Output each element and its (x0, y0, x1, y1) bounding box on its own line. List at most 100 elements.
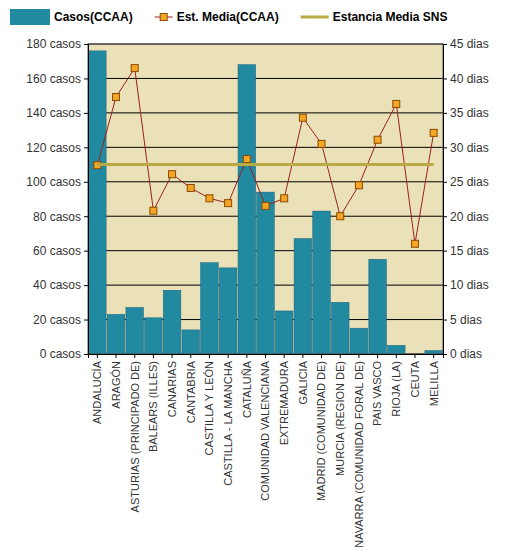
marker (355, 182, 362, 189)
marker (299, 114, 306, 121)
tick-mark (302, 354, 303, 358)
tick-label: 15 dias (450, 244, 489, 258)
line-series (94, 65, 437, 248)
grid-line (88, 181, 443, 182)
bar (331, 302, 349, 354)
tick: 15 dias (443, 244, 489, 258)
bar (425, 351, 443, 354)
marker (243, 156, 250, 163)
tick-label: CANARIAS (166, 361, 178, 417)
tick: 140 casos (26, 106, 88, 120)
tick: 180 casos (26, 37, 88, 51)
tick-label: 100 casos (26, 175, 81, 189)
tick-label: 35 dias (450, 106, 489, 120)
tick: 0 dias (443, 347, 482, 361)
tick: COMUNIDAD VALENCIANA (259, 354, 271, 501)
tick: GALICIA (297, 354, 309, 404)
tick: 10 dias (443, 278, 489, 292)
marker (131, 65, 138, 72)
tick-label: GALICIA (297, 360, 309, 404)
tick-label: PAIS VASCO (371, 361, 383, 426)
tick-label: BALEARS (ILLES) (147, 361, 159, 452)
tick-mark (377, 354, 378, 358)
bar (238, 65, 256, 354)
tick-mark (396, 354, 397, 358)
bar (219, 268, 237, 354)
tick-mark (443, 251, 447, 252)
tick: 35 dias (443, 106, 489, 120)
legend-label: Est. Media(CCAA) (177, 10, 279, 24)
tick: ARAGÓN (110, 354, 122, 409)
tick: NAVARRA (COMUNIDAD FORAL DE) (353, 354, 365, 548)
marker (187, 184, 194, 191)
tick: RIOJA (LA) (390, 354, 402, 417)
tick-label: ASTURIAS (PRINCIPADO DE) (129, 361, 141, 512)
tick-label: ARAGÓN (110, 361, 122, 409)
bar (201, 263, 219, 354)
tick-label: 160 casos (26, 72, 81, 86)
bar (369, 259, 387, 354)
tick-label: 5 dias (450, 313, 482, 327)
tick: 20 casos (33, 313, 88, 327)
tick: 0 casos (40, 347, 88, 361)
tick: EXTREMADURA (278, 354, 290, 445)
legend-swatch (160, 14, 167, 21)
tick: 60 casos (33, 244, 88, 258)
tick: 20 dias (443, 210, 489, 224)
marker (374, 136, 381, 143)
tick-mark (97, 354, 98, 358)
grid (88, 44, 443, 354)
tick-mark (443, 78, 447, 79)
tick: 80 casos (33, 210, 88, 224)
plot-background (88, 44, 443, 354)
tick: BALEARS (ILLES) (147, 354, 159, 452)
tick-mark (84, 354, 88, 355)
tick-label: 60 casos (33, 244, 81, 258)
axis-line (89, 355, 444, 359)
tick-mark (84, 285, 88, 286)
axis: 0 dias 5 dias 10 dias 15 dias 20 dias 25 dias… (443, 37, 489, 361)
tick: CASTILLA - LA MANCHA (222, 354, 234, 486)
tick-mark (84, 147, 88, 148)
line (97, 68, 433, 244)
tick-label: CATALUÑA (241, 360, 253, 418)
tick: PAIS VASCO (371, 354, 383, 426)
tick-mark (84, 78, 88, 79)
marker (113, 94, 120, 101)
bar (163, 290, 181, 354)
tick: CANTABRIA (185, 354, 197, 423)
tick-mark (84, 44, 88, 45)
tick-mark (414, 354, 415, 358)
tick-mark (246, 354, 247, 358)
tick-mark (443, 147, 447, 148)
tick-mark (358, 354, 359, 358)
tick-mark (116, 354, 117, 358)
bar (89, 51, 107, 354)
tick-label: 30 dias (450, 141, 489, 155)
tick-label: 140 casos (26, 106, 81, 120)
marks (89, 51, 443, 354)
tick: 30 dias (443, 141, 489, 155)
tick-label: 0 casos (40, 347, 81, 361)
tick: MELILLA (428, 354, 440, 406)
bar (107, 314, 125, 354)
marker (411, 240, 418, 247)
tick-label: NAVARRA (COMUNIDAD FORAL DE) (353, 361, 365, 548)
marker (393, 100, 400, 107)
marker (150, 207, 157, 214)
marker (262, 202, 269, 209)
marker (206, 195, 213, 202)
legend-item: Estancia Media SNS (301, 10, 448, 24)
legend-swatch (301, 16, 329, 19)
tick: 25 dias (443, 175, 489, 189)
plot-frame (88, 44, 443, 354)
grid-line (88, 147, 443, 148)
tick-mark (84, 113, 88, 114)
tick-label: 20 casos (33, 313, 81, 327)
tick-label: MURCIA (REGION DE) (334, 361, 346, 476)
bar (182, 330, 200, 354)
tick-label: 180 casos (26, 37, 81, 51)
tick-label: CASTILLA Y LEÓN (203, 361, 215, 455)
line (97, 163, 433, 166)
bar (257, 192, 275, 354)
